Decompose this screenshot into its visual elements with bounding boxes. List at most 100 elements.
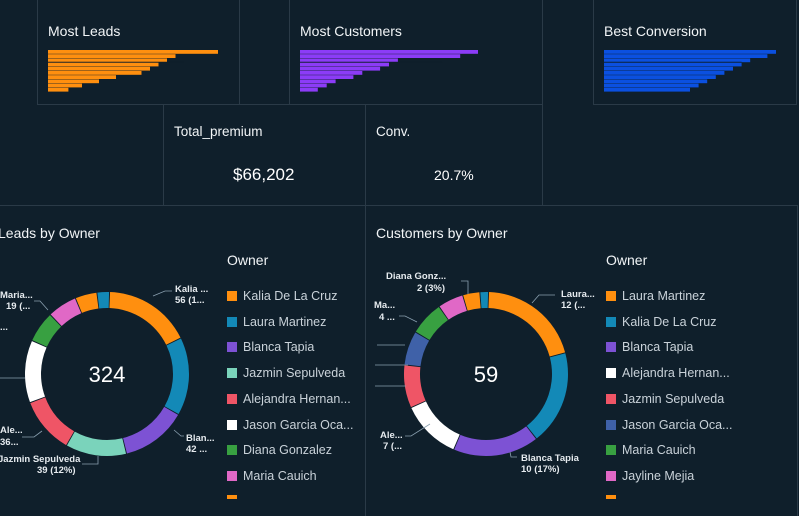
legend-item[interactable]: Alejandra Hernan... (606, 366, 730, 380)
total-premium-panel[interactable]: Total_premium $66,202 (163, 104, 366, 206)
bar[interactable] (604, 71, 725, 75)
donut-slice[interactable] (164, 338, 189, 415)
leader-line (34, 300, 49, 311)
legend-item[interactable]: Kalia De La Cruz (606, 315, 717, 329)
leader-line (173, 429, 184, 437)
bar[interactable] (48, 79, 99, 84)
bar[interactable] (48, 62, 159, 67)
most-leads-panel[interactable]: Most Leads (37, 0, 240, 105)
customers-by-owner-panel[interactable]: Customers by Owner Owner Laura Martinez K… (365, 205, 798, 516)
donut-slice[interactable] (488, 292, 566, 357)
donut-total: 324 (89, 362, 126, 387)
legend-item[interactable]: Jazmin Sepulveda (606, 392, 724, 406)
donut-slice[interactable] (480, 292, 489, 309)
legend-item[interactable]: Maria Cauich (227, 469, 317, 483)
panel-title: Most Customers (300, 23, 402, 39)
legend-swatch (227, 393, 237, 404)
data-label: 4 ... (379, 312, 395, 323)
donut-slice[interactable] (97, 292, 110, 309)
legend-item[interactable]: Jason Garcia Oca... (606, 418, 732, 432)
leader-line (152, 290, 172, 297)
bar[interactable] (604, 87, 690, 92)
legend-item[interactable]: Jayline Mejia (606, 469, 694, 483)
bar[interactable] (604, 50, 776, 54)
bar[interactable] (48, 66, 150, 71)
legend-label: Diana Gonzalez (243, 443, 332, 458)
bar[interactable] (300, 87, 318, 92)
legend-label: Jazmin Sepulveda (622, 391, 725, 406)
legend-item[interactable]: Blanca Tapia (606, 340, 693, 354)
best-conversion-panel[interactable]: Best Conversion (593, 0, 797, 105)
chart-title: Customers by Owner (376, 225, 508, 241)
legend-swatch (606, 419, 616, 430)
bar[interactable] (48, 87, 69, 92)
legend-swatch (227, 291, 237, 301)
bar[interactable] (604, 58, 751, 63)
bar[interactable] (300, 58, 398, 63)
bar[interactable] (604, 54, 768, 58)
donut-slice[interactable] (526, 353, 568, 439)
bar[interactable] (48, 54, 176, 58)
legend-item[interactable]: Diana Gonzalez (227, 443, 332, 457)
legend-label: Blanca Tapia (243, 340, 315, 355)
bar[interactable] (300, 83, 327, 88)
data-label: 19 (... (6, 301, 30, 312)
bar[interactable] (300, 54, 461, 58)
legend-swatch (606, 316, 616, 327)
legend-item[interactable]: Kalia De La Cruz (227, 289, 338, 303)
bar[interactable] (300, 71, 363, 75)
data-label: 36... (0, 437, 19, 448)
donut-slice[interactable] (404, 365, 426, 408)
donut-slice[interactable] (66, 431, 127, 456)
data-label: Ma... (374, 300, 395, 311)
legend-swatch (227, 316, 237, 327)
bar[interactable] (48, 83, 82, 88)
donut-slice[interactable] (411, 401, 460, 450)
legend-item[interactable]: Laura Martinez (227, 315, 326, 329)
bar[interactable] (48, 75, 116, 79)
bar[interactable] (48, 71, 142, 75)
donut-slice[interactable] (75, 292, 99, 313)
bar[interactable] (604, 75, 716, 79)
legend-item[interactable]: Jason Garcia Oca... (227, 418, 353, 432)
legend-item[interactable]: Blanca Tapia (227, 340, 314, 354)
bar[interactable] (300, 79, 336, 84)
legend-item[interactable]: Alejandra Hernan... (227, 392, 351, 406)
legend-label: Blanca Tapia (622, 340, 694, 355)
leader-line (82, 456, 99, 465)
donut-slice[interactable] (50, 298, 82, 327)
donut-slice[interactable] (404, 332, 430, 367)
legend-label: Maria Cauich (622, 443, 696, 458)
donut-slice[interactable] (109, 292, 181, 345)
donut-slice[interactable] (439, 295, 467, 320)
donut-slice[interactable] (415, 306, 448, 340)
bar[interactable] (48, 50, 218, 54)
donut-slice[interactable] (24, 341, 47, 403)
bar[interactable] (604, 83, 699, 88)
donut-slice[interactable] (30, 397, 75, 446)
most-customers-panel[interactable]: Most Customers (289, 0, 543, 105)
bar[interactable] (300, 50, 478, 54)
bar[interactable] (604, 79, 708, 84)
donut-slice[interactable] (454, 426, 536, 456)
bar[interactable] (604, 62, 742, 67)
bar[interactable] (300, 62, 389, 67)
legend-swatch (227, 419, 237, 430)
bar[interactable] (48, 58, 167, 63)
conversion-panel[interactable]: Conv. 20.7% (365, 104, 543, 206)
donut-slice[interactable] (123, 406, 179, 454)
legend-item-partial (227, 494, 243, 499)
legend-item[interactable]: Laura Martinez (606, 289, 705, 303)
legend-label: Kalia De La Cruz (622, 314, 717, 329)
donut-slice[interactable] (463, 292, 481, 311)
legend-item[interactable]: Maria Cauich (606, 443, 696, 457)
leader-line (405, 423, 431, 437)
legend-item[interactable]: Jazmin Sepulveda (227, 366, 345, 380)
donut-slice[interactable] (32, 315, 62, 347)
bar[interactable] (300, 75, 354, 79)
data-label: Diana Gonz... (386, 271, 446, 282)
leader-line (531, 294, 555, 304)
bar[interactable] (300, 66, 381, 71)
bar[interactable] (604, 66, 733, 71)
legend-title: Owner (606, 252, 648, 268)
